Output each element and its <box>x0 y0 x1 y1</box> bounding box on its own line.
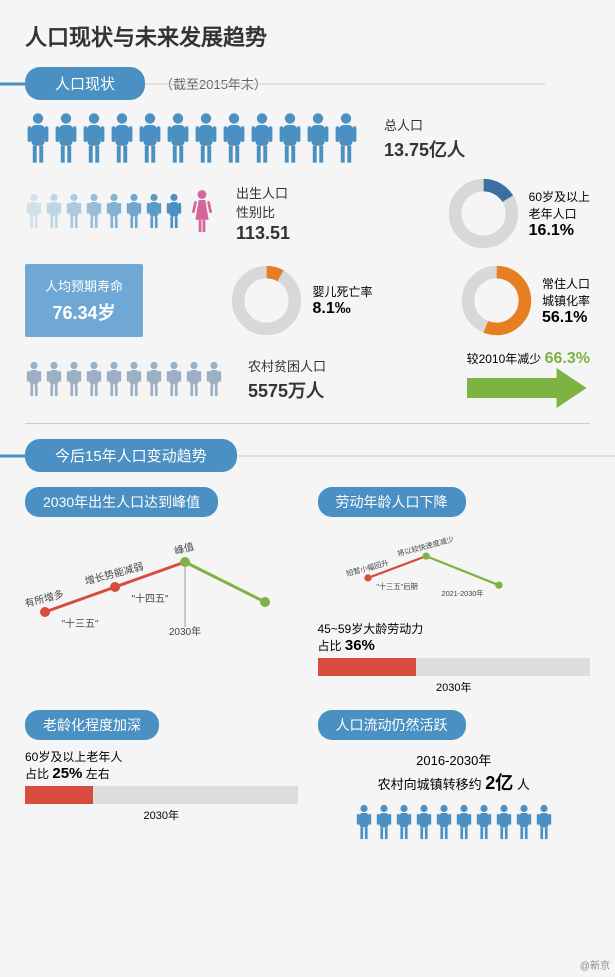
section2-pill: 今后15年人口变动趋势 <box>25 439 237 472</box>
infant-donut-wrap: 婴儿死亡率 8.1‰ <box>229 263 372 338</box>
trend3-bar-label: 60岁及以上老年人 占比 25% 左右 <box>25 748 298 782</box>
infant-stat: 婴儿死亡率 8.1‰ <box>312 283 372 318</box>
life-infant-urban-row: 人均预期寿命 76.34岁 婴儿死亡率 8.1‰ 常住人口 城镇化率 56.1% <box>25 263 590 338</box>
trend2-bar-label: 45~59岁大龄劳动力 占比 36% <box>318 620 591 654</box>
trend4-line2a: 农村向城镇转移约 <box>378 777 482 792</box>
page-title: 人口现状与未来发展趋势 <box>25 20 590 52</box>
trend3-bar-text: 60岁及以上老年人 <box>25 750 122 764</box>
poverty-label: 农村贫困人口 <box>248 356 326 375</box>
reduce-text: 较2010年减少 66.3% <box>467 350 590 368</box>
gender-elderly-row: 出生人口 性别比 113.51 60岁及以上 老年人口 16.1% <box>25 176 590 251</box>
reduce-block: 较2010年减少 66.3% <box>467 350 590 408</box>
trend4-line2: 农村向城镇转移约 2亿 人 <box>318 769 591 795</box>
svg-text:2030年: 2030年 <box>169 625 201 637</box>
trend-row-2: 老龄化程度加深 60岁及以上老年人 占比 25% 左右 2030年 人口流动仍然… <box>25 710 590 841</box>
trend4-line1: 2016-2030年 <box>318 750 591 769</box>
female-icon <box>191 188 213 239</box>
svg-text:"十三五"后期: "十三五"后期 <box>376 582 418 591</box>
urban-donut-wrap: 常住人口 城镇化率 56.1% <box>459 263 590 338</box>
gender-stat: 出生人口 性别比 113.51 <box>236 183 290 244</box>
trend3-bar-wrap: 60岁及以上老年人 占比 25% 左右 2030年 <box>25 748 298 823</box>
trend1-col: 2030年出生人口达到峰值 有所增多增长势能减弱峰值"十三五""十四五"2030… <box>25 487 298 695</box>
trend4-line2b: 2亿 <box>485 773 513 793</box>
infant-donut <box>229 263 304 338</box>
trend4-people-icons <box>318 803 591 841</box>
reduce-label: 较2010年减少 <box>467 352 542 366</box>
urban-stat: 常住人口 城镇化率 56.1% <box>542 275 590 327</box>
urban-label1: 常住人口 <box>542 275 590 292</box>
elderly-donut <box>446 176 521 251</box>
poverty-row: 农村贫困人口 5575万人 较2010年减少 66.3% <box>25 350 590 408</box>
svg-text:峰值: 峰值 <box>173 540 196 558</box>
urban-label2: 城镇化率 <box>542 292 590 309</box>
trend3-bar <box>25 786 298 804</box>
total-value: 13.75亿人 <box>384 136 465 162</box>
life-value: 76.34岁 <box>45 299 123 325</box>
total-label: 总人口 <box>384 115 465 134</box>
poverty-value: 5575万人 <box>248 377 326 403</box>
urban-value: 56.1% <box>542 309 590 327</box>
reduce-arrow-icon <box>467 368 587 408</box>
total-stat: 总人口 13.75亿人 <box>384 115 465 162</box>
svg-text:2021-2030年: 2021-2030年 <box>441 589 483 598</box>
trend2-bar <box>318 658 591 676</box>
trend2-chart: 短暂小幅回升将以较快速度减少"十三五"后期2021-2030年 <box>318 527 578 607</box>
trend2-bar-wrap: 45~59岁大龄劳动力 占比 36% 2030年 <box>318 620 591 695</box>
section1-header: 人口现状 （截至2015年末） <box>25 67 590 100</box>
trend1-title: 2030年出生人口达到峰值 <box>25 487 218 517</box>
infant-label: 婴儿死亡率 <box>312 283 372 300</box>
section1-pill: 人口现状 <box>25 67 145 100</box>
gender-fade-icons <box>25 191 183 236</box>
infant-value: 8.1‰ <box>312 300 372 318</box>
gender-value: 113.51 <box>236 223 290 244</box>
trend3-bar-fill <box>25 786 93 804</box>
svg-text:"十三五": "十三五" <box>61 617 99 630</box>
trend3-col: 老龄化程度加深 60岁及以上老年人 占比 25% 左右 2030年 <box>25 710 298 841</box>
trend2-bar-text: 45~59岁大龄劳动力 <box>318 622 424 636</box>
trend4-line2c: 人 <box>517 777 530 792</box>
svg-text:"十四五": "十四五" <box>131 592 169 605</box>
life-label: 人均预期寿命 <box>45 276 123 295</box>
trend2-bar-year: 2030年 <box>318 679 591 695</box>
reduce-value: 66.3% <box>545 350 590 367</box>
poverty-people-icons <box>25 360 223 398</box>
total-population-row: 总人口 13.75亿人 <box>25 112 590 164</box>
trend4-title: 人口流动仍然活跃 <box>318 710 466 740</box>
trend2-bar-pct-label: 占比 <box>318 639 342 653</box>
trend1-chart: 有所增多增长势能减弱峰值"十三五""十四五"2030年 <box>25 527 285 637</box>
trend4-col: 人口流动仍然活跃 2016-2030年 农村向城镇转移约 2亿 人 <box>318 710 591 841</box>
elderly-donut-wrap: 60岁及以上 老年人口 16.1% <box>446 176 590 251</box>
trend-row-1: 2030年出生人口达到峰值 有所增多增长势能减弱峰值"十三五""十四五"2030… <box>25 487 590 695</box>
trend3-title: 老龄化程度加深 <box>25 710 159 740</box>
trend2-bar-value: 36% <box>345 637 375 654</box>
watermark: @新京 <box>580 957 610 972</box>
elderly-label1: 60岁及以上 <box>529 188 590 205</box>
trend3-bar-year: 2030年 <box>25 807 298 823</box>
gender-label2: 性别比 <box>236 202 290 221</box>
life-expectancy-box: 人均预期寿命 76.34岁 <box>25 264 143 337</box>
trend3-bar-value: 25% <box>52 765 82 782</box>
urban-donut <box>459 263 534 338</box>
elderly-value: 16.1% <box>529 222 590 240</box>
trend2-bar-fill <box>318 658 416 676</box>
trend4-text: 2016-2030年 农村向城镇转移约 2亿 人 <box>318 750 591 795</box>
elderly-label2: 老年人口 <box>529 205 590 222</box>
divider <box>25 423 590 424</box>
trend3-bar-pct-label: 占比 <box>25 767 49 781</box>
poverty-stat: 农村贫困人口 5575万人 <box>248 356 326 403</box>
trend2-title: 劳动年龄人口下降 <box>318 487 466 517</box>
trend2-col: 劳动年龄人口下降 短暂小幅回升将以较快速度减少"十三五"后期2021-2030年… <box>318 487 591 695</box>
total-people-icons <box>25 112 359 164</box>
gender-label1: 出生人口 <box>236 183 290 202</box>
section2-header: 今后15年人口变动趋势 <box>25 439 590 472</box>
trend3-bar-suffix: 左右 <box>86 767 110 781</box>
elderly-stat: 60岁及以上 老年人口 16.1% <box>529 188 590 240</box>
